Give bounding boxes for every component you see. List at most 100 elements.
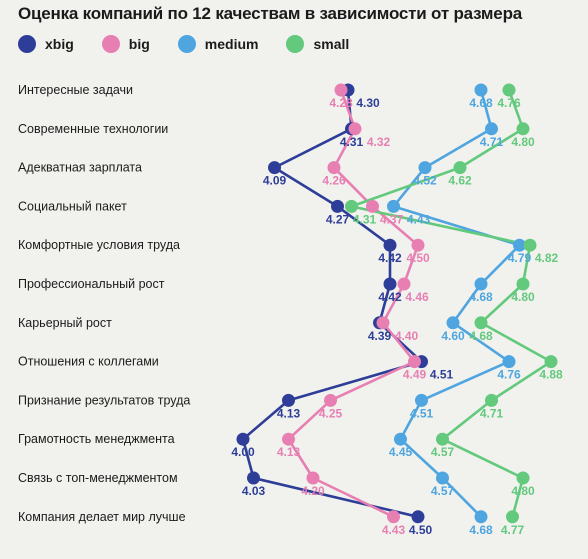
legend-label-big: big	[128, 36, 150, 52]
value-label-big-3: 4.26	[322, 174, 346, 188]
point-medium-4	[387, 199, 400, 213]
value-label-xbig-11: 4.03	[242, 484, 266, 498]
category-label-2: Современные технологии	[18, 122, 168, 136]
legend-item-small: small	[286, 35, 349, 53]
category-label-7: Карьерный рост	[18, 316, 112, 330]
point-small-6	[516, 277, 530, 291]
value-label-medium-12: 4.68	[469, 523, 493, 537]
value-label-small-8: 4.88	[539, 368, 563, 382]
point-big-9	[324, 393, 337, 407]
point-xbig-12	[411, 510, 425, 524]
value-label-small-3: 4.62	[448, 174, 472, 188]
value-label-medium-4: 4.43	[407, 212, 431, 226]
point-medium-1	[474, 83, 488, 97]
value-label-small-5: 4.82	[535, 251, 559, 265]
legend-label-xbig: xbig	[45, 36, 74, 52]
point-medium-10	[394, 432, 407, 446]
point-big-6	[397, 277, 411, 291]
value-label-xbig-4: 4.27	[326, 212, 350, 226]
chart-title: Оценка компаний по 12 качествам в зависи…	[18, 4, 523, 23]
value-label-xbig-5: 4.42	[378, 251, 402, 265]
value-label-medium-1: 4.68	[469, 96, 493, 110]
point-big-8	[408, 355, 421, 369]
legend-item-big: big	[101, 35, 150, 53]
value-label-xbig-2: 4.31	[340, 135, 364, 149]
point-small-12	[506, 510, 519, 524]
value-label-xbig-9: 4.13	[277, 406, 301, 420]
point-xbig-9	[282, 393, 295, 407]
point-big-4	[366, 199, 379, 213]
point-xbig-10	[236, 432, 250, 446]
legend-item-medium: medium	[177, 35, 259, 53]
category-label-5: Комфортные условия труда	[18, 238, 180, 252]
point-medium-5	[513, 238, 526, 252]
value-label-big-2: 4.32	[367, 135, 391, 149]
point-small-2	[516, 122, 530, 136]
category-label-1: Интересные задачи	[18, 83, 133, 97]
value-label-small-7: 4.68	[469, 329, 493, 343]
value-label-xbig-12: 4.50	[409, 523, 433, 537]
point-small-8	[544, 355, 558, 369]
point-xbig-6	[383, 277, 397, 291]
point-big-12	[387, 510, 400, 524]
value-label-medium-10: 4.45	[389, 445, 413, 459]
value-label-small-12: 4.77	[501, 523, 525, 537]
value-label-big-7: 4.40	[395, 329, 419, 343]
point-medium-8	[502, 355, 516, 369]
point-medium-2	[485, 122, 498, 136]
point-xbig-3	[268, 161, 281, 175]
value-label-medium-7: 4.60	[441, 329, 465, 343]
value-label-big-11: 4.20	[301, 484, 325, 498]
value-label-small-9: 4.71	[480, 406, 504, 420]
point-xbig-11	[247, 471, 260, 485]
value-label-medium-6: 4.68	[469, 290, 493, 304]
value-label-big-12: 4.43	[382, 523, 406, 537]
point-small-7	[474, 316, 488, 330]
point-big-1	[334, 83, 348, 97]
value-label-big-9: 4.25	[319, 406, 343, 420]
point-small-3	[453, 161, 467, 175]
legend-label-small: small	[313, 36, 350, 52]
point-big-7	[376, 316, 390, 330]
point-medium-11	[436, 471, 449, 485]
value-label-big-1: 4.28	[329, 96, 353, 110]
legend-marker-medium	[177, 35, 196, 53]
legend-label-medium: medium	[204, 36, 259, 52]
point-small-5	[523, 238, 537, 252]
point-small-9	[485, 393, 498, 407]
value-label-big-5: 4.50	[406, 251, 430, 265]
point-small-1	[502, 83, 516, 97]
category-label-3: Адекватная зарплата	[18, 161, 142, 175]
category-label-10: Грамотность менеджмента	[18, 432, 175, 446]
value-label-small-4: 4.31	[353, 212, 377, 226]
legend-marker-xbig	[18, 35, 36, 53]
series-line-small	[350, 88, 553, 519]
category-label-12: Компания делает мир лучше	[18, 510, 186, 524]
value-label-small-10: 4.57	[431, 445, 455, 459]
point-medium-12	[474, 510, 488, 524]
value-label-medium-3: 4.52	[413, 174, 437, 188]
point-big-11	[306, 471, 320, 485]
value-label-medium-9: 4.51	[410, 406, 434, 420]
category-label-11: Связь с топ-менеджментом	[18, 471, 178, 485]
point-medium-3	[418, 161, 432, 175]
value-label-xbig-10: 4.00	[231, 445, 255, 459]
value-label-xbig-6: 4.42	[378, 290, 402, 304]
value-label-big-8: 4.49	[403, 368, 427, 382]
point-small-4	[345, 199, 358, 213]
value-label-xbig-8: 4.51	[430, 368, 454, 382]
point-medium-7	[446, 316, 460, 330]
legend-marker-big	[101, 35, 120, 53]
point-small-11	[516, 471, 530, 485]
legend: xbig big medium small	[18, 35, 377, 53]
value-label-medium-11: 4.57	[431, 484, 455, 498]
point-xbig-5	[383, 238, 397, 252]
value-label-small-1: 4.76	[497, 96, 521, 110]
point-big-2	[348, 122, 362, 136]
category-label-9: Признание результатов труда	[18, 393, 190, 407]
value-label-big-4: 4.37	[380, 212, 404, 226]
series-line-medium	[392, 88, 521, 519]
value-label-medium-5: 4.79	[508, 251, 532, 265]
legend-marker-small	[286, 35, 305, 53]
